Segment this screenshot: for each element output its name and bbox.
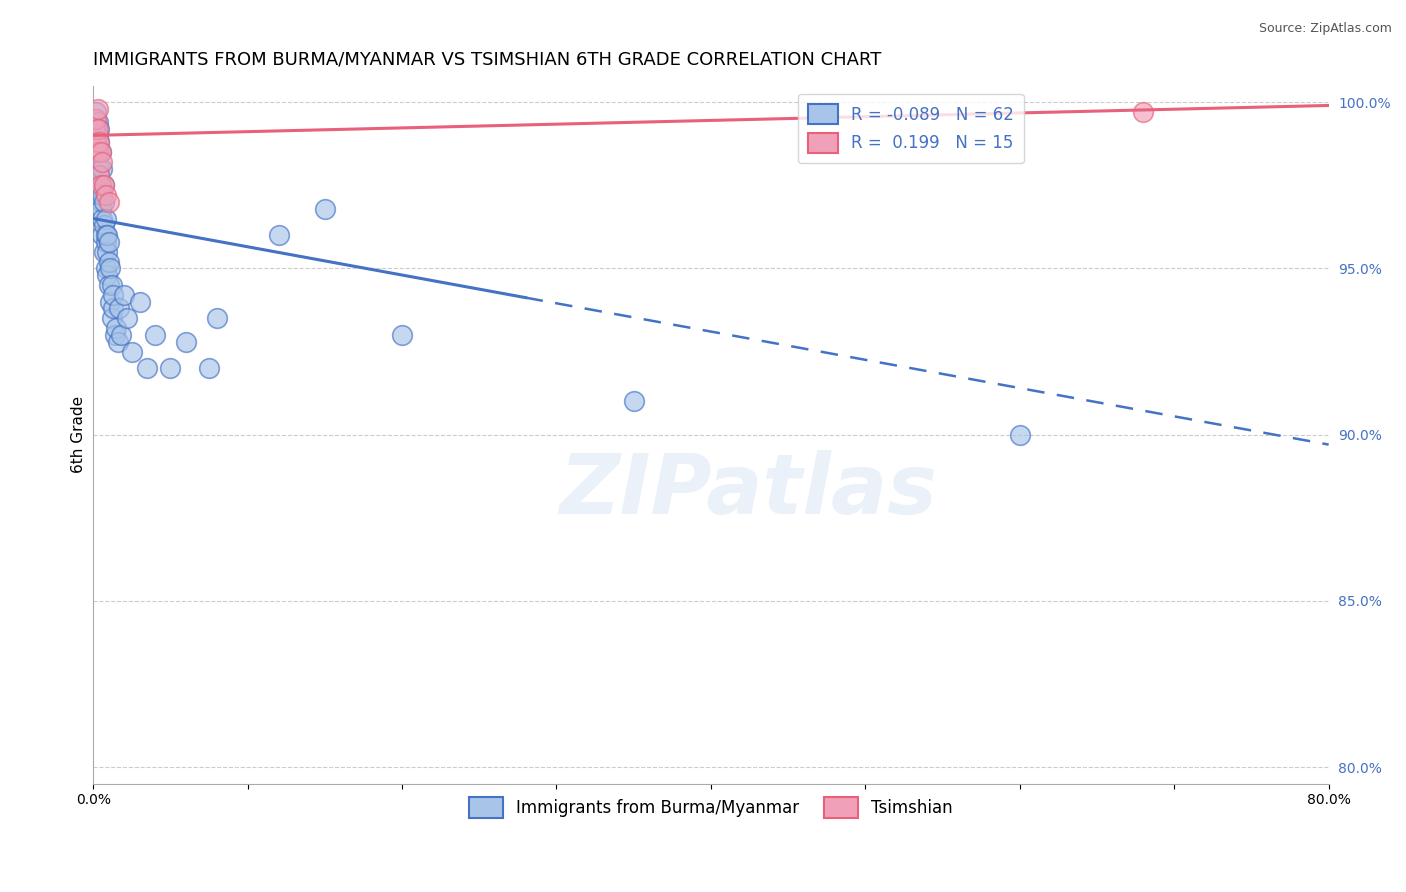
- Point: [103, 288, 125, 302]
- Point: [128, 294, 150, 309]
- Point: [94, 228, 117, 243]
- Point: [84, 112, 107, 126]
- Point: [97, 235, 120, 249]
- Point: [93, 218, 115, 232]
- Point: [87, 145, 110, 159]
- Point: [97, 194, 120, 209]
- Point: [89, 161, 111, 176]
- Point: [391, 327, 413, 342]
- Point: [136, 361, 159, 376]
- Point: [97, 254, 120, 268]
- Point: [174, 334, 197, 349]
- Point: [89, 169, 111, 183]
- Point: [89, 188, 111, 202]
- Point: [112, 288, 135, 302]
- Point: [108, 301, 131, 316]
- Point: [1008, 427, 1031, 442]
- Point: [105, 321, 128, 335]
- Point: [314, 202, 336, 216]
- Point: [91, 188, 114, 202]
- Point: [84, 135, 107, 149]
- Point: [121, 344, 143, 359]
- Point: [89, 169, 111, 183]
- Point: [159, 361, 181, 376]
- Point: [93, 194, 115, 209]
- Point: [90, 145, 112, 159]
- Point: [1132, 105, 1154, 120]
- Point: [93, 178, 115, 193]
- Point: [96, 268, 118, 282]
- Point: [91, 228, 114, 243]
- Y-axis label: 6th Grade: 6th Grade: [72, 396, 86, 473]
- Legend: Immigrants from Burma/Myanmar, Tsimshian: Immigrants from Burma/Myanmar, Tsimshian: [463, 790, 959, 824]
- Point: [87, 115, 110, 129]
- Point: [98, 294, 121, 309]
- Point: [96, 228, 118, 243]
- Point: [100, 278, 122, 293]
- Point: [623, 394, 645, 409]
- Point: [87, 128, 110, 143]
- Point: [83, 121, 105, 136]
- Point: [89, 135, 111, 149]
- Point: [98, 261, 121, 276]
- Point: [83, 112, 105, 126]
- Point: [267, 228, 290, 243]
- Point: [107, 334, 129, 349]
- Point: [90, 194, 112, 209]
- Point: [84, 121, 107, 136]
- Point: [90, 202, 112, 216]
- Point: [103, 301, 125, 316]
- Point: [94, 235, 117, 249]
- Point: [104, 327, 127, 342]
- Point: [93, 178, 115, 193]
- Point: [110, 327, 132, 342]
- Point: [90, 178, 112, 193]
- Point: [100, 311, 122, 326]
- Point: [143, 327, 166, 342]
- Point: [96, 244, 118, 259]
- Point: [87, 178, 110, 193]
- Point: [198, 361, 221, 376]
- Point: [87, 121, 110, 136]
- Point: [91, 211, 114, 226]
- Point: [90, 178, 112, 193]
- Point: [94, 211, 117, 226]
- Text: ZIPatlas: ZIPatlas: [560, 450, 936, 531]
- Point: [94, 261, 117, 276]
- Text: IMMIGRANTS FROM BURMA/MYANMAR VS TSIMSHIAN 6TH GRADE CORRELATION CHART: IMMIGRANTS FROM BURMA/MYANMAR VS TSIMSHI…: [93, 51, 882, 69]
- Point: [93, 244, 115, 259]
- Point: [89, 135, 111, 149]
- Text: Source: ZipAtlas.com: Source: ZipAtlas.com: [1258, 22, 1392, 36]
- Point: [87, 145, 110, 159]
- Point: [89, 121, 111, 136]
- Point: [83, 128, 105, 143]
- Point: [84, 135, 107, 149]
- Point: [97, 278, 120, 293]
- Point: [115, 311, 138, 326]
- Point: [87, 102, 110, 116]
- Point: [91, 155, 114, 169]
- Point: [91, 161, 114, 176]
- Point: [94, 188, 117, 202]
- Point: [90, 145, 112, 159]
- Point: [205, 311, 228, 326]
- Point: [84, 105, 107, 120]
